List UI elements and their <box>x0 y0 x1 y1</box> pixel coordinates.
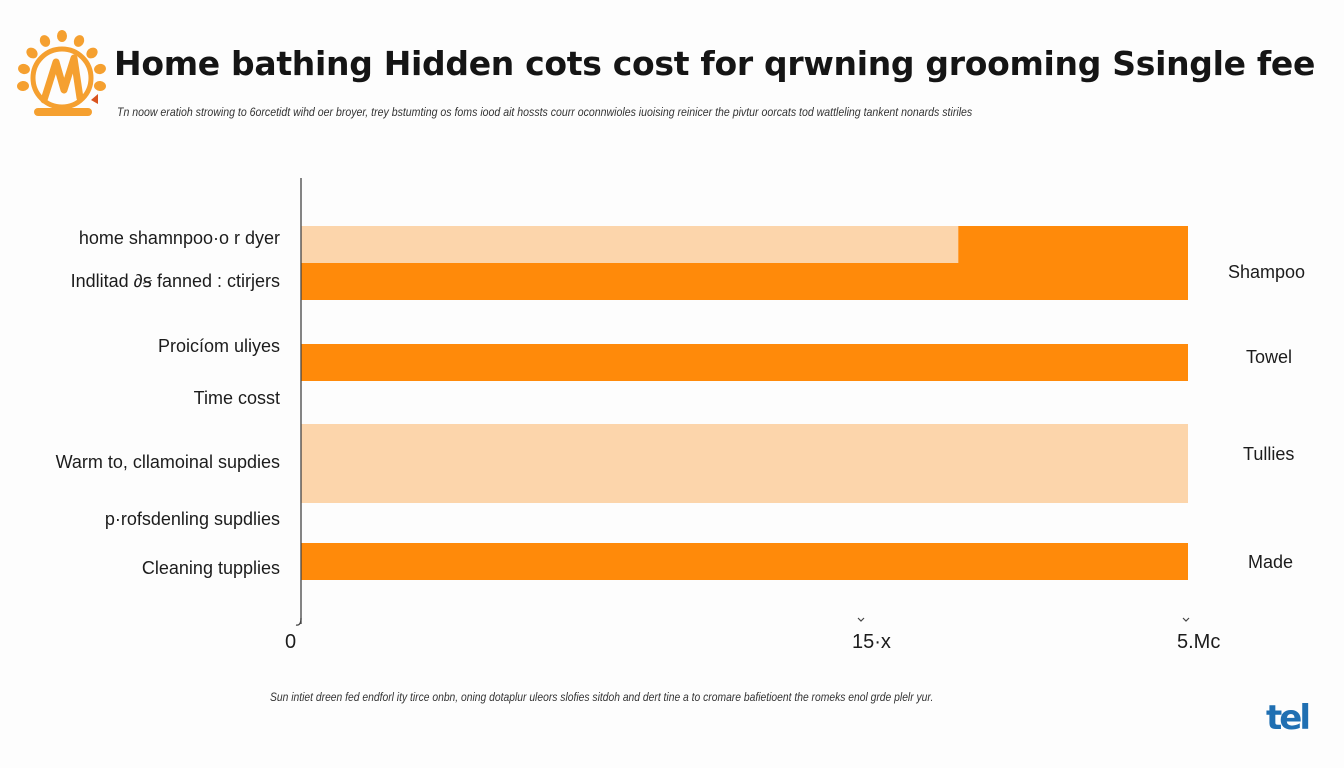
series-label: Tullies <box>1243 444 1295 464</box>
tel-brand-logo-icon: tel <box>1266 698 1311 738</box>
y-axis-end-hook <box>295 617 302 626</box>
category-label: home shamnpoo·o r dyer <box>78 228 280 248</box>
page-title: Home bathing Hidden cots cost for qrwnin… <box>114 44 1316 83</box>
x-tick-label: 5.Mc <box>1177 631 1221 653</box>
footnote: Sun intiet dreen fed endforl ity tirce o… <box>270 690 934 704</box>
bar-tullies-light <box>301 424 1188 503</box>
x-tick-mark <box>857 617 865 622</box>
category-label: p·rofsdenling supdlies <box>104 509 280 529</box>
bar-shampoo-light <box>301 226 959 263</box>
category-label: Indlitad ∂ꞩ fanned : ctirjers <box>70 271 280 291</box>
bar-towel-dark <box>301 344 1188 381</box>
bar-made-dark <box>301 543 1188 580</box>
bar-shampoo-dark <box>301 263 1188 300</box>
brand-text: tel <box>1266 698 1311 738</box>
sun-logo-icon <box>17 30 106 116</box>
category-label: Proicíom uliyes <box>157 336 280 356</box>
x-tick-mark <box>1182 617 1190 622</box>
category-label: Cleaning tupplies <box>141 558 280 578</box>
category-label: Time cosst <box>193 388 280 408</box>
category-label: Warm to, cllamoinal supdies <box>55 452 280 472</box>
x-tick-label: 0 <box>285 631 297 653</box>
series-label: Shampoo <box>1228 262 1306 282</box>
series-label: Made <box>1248 552 1294 572</box>
series-label: Towel <box>1246 347 1293 367</box>
page-subtitle: Tn noow eratioh strowing to 6orcetidt wi… <box>117 105 973 119</box>
x-tick-label: 15·x <box>852 631 891 653</box>
